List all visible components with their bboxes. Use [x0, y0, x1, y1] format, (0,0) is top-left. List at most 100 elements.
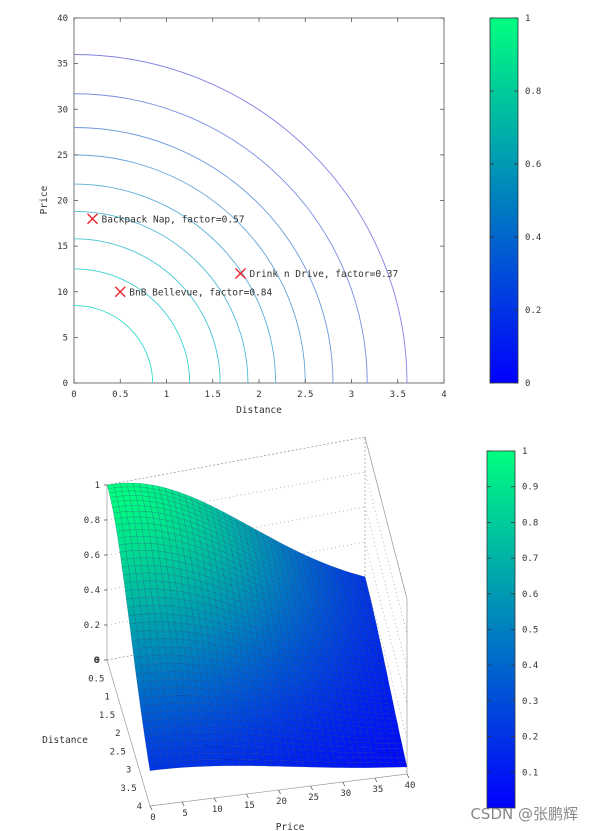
- surface-cell: [344, 714, 353, 722]
- surface-cell: [158, 646, 167, 656]
- surface-cell: [274, 742, 282, 750]
- surface-cell: [131, 639, 140, 650]
- surface-cell: [194, 725, 203, 733]
- surface-cell: [369, 712, 378, 719]
- surface-cell: [184, 739, 192, 748]
- surface-cell: [288, 713, 296, 721]
- colorbar-ticks: 0 0.2 0.4 0.6 0.8 1: [490, 14, 541, 389]
- surface-cell: [309, 761, 318, 768]
- surface-cell: [278, 730, 287, 738]
- surface-cell: [233, 726, 242, 735]
- surface-cell: [129, 495, 138, 501]
- surface-cell: [380, 762, 388, 768]
- surface-cell: [258, 759, 266, 767]
- surface-cell: [238, 759, 247, 766]
- surface-cell: [307, 715, 316, 723]
- surface-cell: [328, 729, 337, 737]
- surface-cell: [136, 500, 145, 507]
- surface-cell: [163, 638, 172, 648]
- surface-cell: [178, 655, 187, 665]
- surface-cell: [136, 681, 145, 691]
- surface-cell: [268, 710, 277, 719]
- surface-cell: [125, 543, 133, 552]
- surface-cell: [264, 722, 273, 731]
- distance-tick-label: 3: [126, 766, 131, 776]
- surface-cell: [174, 671, 183, 680]
- z-tick-label: 0: [95, 656, 100, 666]
- distance-tick-label: 1: [104, 693, 109, 703]
- box-edge: [106, 436, 366, 486]
- surface-cell: [146, 557, 155, 566]
- surface-cell: [132, 550, 141, 559]
- surface-cell: [175, 582, 184, 593]
- surface-cell: [145, 550, 154, 559]
- surface-cell: [179, 753, 188, 762]
- surface-cell: [283, 724, 292, 733]
- surface-cell: [140, 605, 148, 615]
- surface-cell: [145, 696, 154, 706]
- watermark: CSDN @张鹏辉: [470, 805, 578, 823]
- surface-cell: [142, 529, 151, 537]
- surface-cell: [142, 672, 151, 682]
- surface-cell: [211, 752, 220, 760]
- surface-cell: [130, 581, 139, 591]
- surface-cell: [366, 757, 374, 763]
- surface-cell: [120, 558, 129, 568]
- surface-cell: [245, 759, 253, 766]
- surface-cell: [213, 718, 221, 727]
- surface-cell: [389, 718, 398, 725]
- surface-cell: [132, 511, 141, 518]
- surface-cell: [178, 703, 187, 712]
- surface-cell: [185, 655, 194, 665]
- surface-cell: [181, 679, 190, 688]
- surface-cell: [203, 695, 212, 705]
- surface-cell: [206, 718, 215, 726]
- surface-cell: [146, 605, 155, 614]
- surface-cell: [141, 523, 150, 531]
- surface-cell: [354, 700, 363, 707]
- surface-cell: [122, 495, 131, 501]
- surface-cell: [148, 719, 157, 729]
- surface-cell: [290, 725, 298, 733]
- surface-cell: [143, 630, 152, 640]
- surface-cell: [367, 762, 376, 768]
- surface-cell: [170, 687, 178, 696]
- contour-line: [74, 154, 306, 383]
- surface-cell: [205, 752, 214, 760]
- surface-cell: [135, 495, 144, 501]
- surface-cell: [161, 671, 170, 681]
- surface-cell: [199, 710, 207, 719]
- surface-cell: [208, 732, 217, 740]
- surface-cell: [367, 732, 376, 739]
- surface-cell: [154, 613, 162, 623]
- surface-cell: [237, 753, 246, 760]
- surface-cell: [170, 733, 178, 742]
- surface-cell: [151, 550, 160, 559]
- surface-cell: [211, 711, 220, 720]
- surface-cell: [381, 678, 390, 685]
- point-marker: [87, 213, 98, 225]
- surface-cell: [155, 762, 163, 771]
- surface-cell: [141, 712, 150, 722]
- surface-cell: [125, 589, 133, 600]
- surface-cell: [386, 703, 395, 710]
- surface-cell: [164, 740, 173, 749]
- surface-cell: [359, 757, 368, 763]
- surface-cell: [200, 718, 208, 726]
- surface-cell: [171, 597, 180, 608]
- surface-cell: [126, 550, 135, 559]
- surface-cell: [213, 674, 221, 683]
- surface-cell: [376, 747, 385, 754]
- distance-tick-label: 0.5: [88, 674, 104, 684]
- surface-cell: [368, 737, 377, 744]
- surface-cell: [242, 699, 250, 709]
- surface-cell: [394, 738, 402, 744]
- surface-cell: [371, 752, 380, 759]
- y-axis-label: Price: [39, 185, 50, 214]
- surface-cell: [138, 543, 146, 551]
- surface-cell: [290, 760, 298, 767]
- colorbar-tick-label: 0.6: [522, 590, 538, 600]
- z-tick-label: 0.6: [84, 551, 100, 561]
- surface-cell: [162, 581, 171, 591]
- surface-cell: [141, 664, 150, 674]
